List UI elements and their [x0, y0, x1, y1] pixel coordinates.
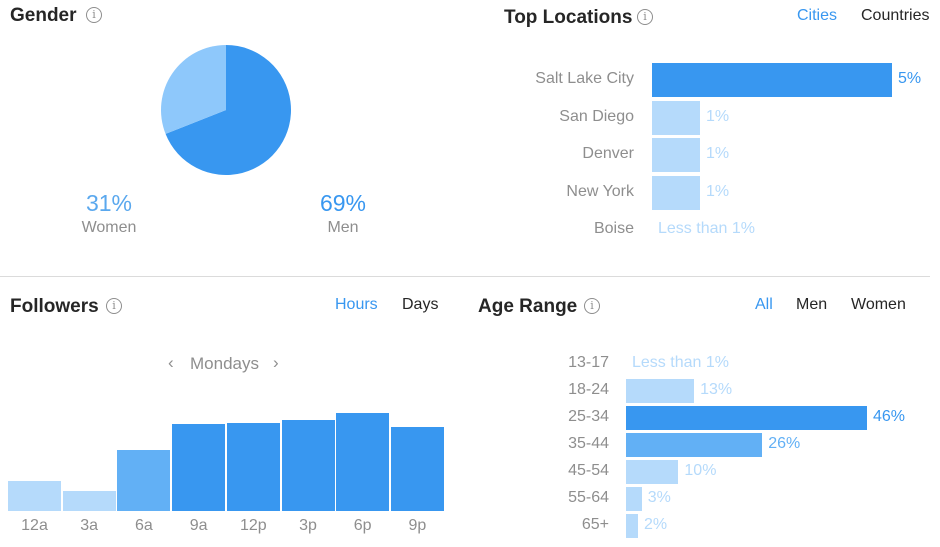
- tab-all[interactable]: All: [755, 296, 773, 313]
- bar: [62, 491, 116, 511]
- tab-women[interactable]: Women: [851, 296, 906, 313]
- bar: [336, 413, 390, 511]
- info-icon[interactable]: i: [637, 9, 653, 25]
- value-label: 3%: [647, 489, 671, 506]
- section-divider: [0, 276, 930, 277]
- bar: [626, 406, 867, 430]
- info-icon[interactable]: i: [86, 7, 102, 23]
- bar: [8, 481, 61, 511]
- category-label: San Diego: [559, 107, 634, 125]
- chevron-right-icon[interactable]: ›: [273, 353, 279, 372]
- chevron-left-icon[interactable]: ‹: [168, 353, 174, 372]
- bar: [117, 450, 171, 511]
- bar: [626, 487, 642, 511]
- bar: [226, 422, 280, 511]
- category-label: Denver: [582, 145, 634, 162]
- tab-men[interactable]: Men: [796, 296, 828, 313]
- followers-title: Followers: [10, 296, 99, 317]
- category-label: Salt Lake City: [535, 70, 634, 87]
- pie-slice-men: [165, 45, 291, 175]
- category-label: New York: [566, 182, 634, 200]
- info-icon[interactable]: i: [106, 298, 122, 314]
- x-tick-label: 12p: [239, 517, 267, 534]
- category-label: 18-24: [568, 381, 609, 398]
- men-label: Men: [327, 219, 359, 236]
- value-label: 2%: [644, 516, 668, 533]
- men-percentage: 69%: [319, 190, 367, 216]
- value-label: 1%: [706, 107, 730, 125]
- category-label: 45-54: [568, 462, 609, 479]
- value-label: 46%: [873, 408, 906, 425]
- x-tick-label: 12a: [21, 517, 48, 534]
- x-tick-label: 6a: [134, 517, 153, 534]
- women-label: Women: [81, 219, 137, 236]
- bar: [652, 63, 892, 97]
- gender-pie-chart: [161, 45, 291, 175]
- x-tick-label: 9p: [408, 517, 427, 534]
- category-label: 25-34: [568, 408, 609, 425]
- x-tick-label: 3p: [299, 517, 317, 534]
- tab-cities[interactable]: Cities: [797, 7, 838, 24]
- pie-slice-women: [161, 45, 226, 134]
- bar: [652, 175, 700, 210]
- women-percentage: 31%: [85, 190, 133, 216]
- bar: [172, 424, 226, 511]
- bar: [626, 514, 638, 538]
- value-label: 5%: [898, 70, 922, 87]
- value-label: 26%: [768, 435, 801, 452]
- bar: [652, 138, 700, 172]
- value-label: Less than 1%: [632, 354, 729, 371]
- bar: [626, 460, 679, 484]
- value-label: 10%: [684, 462, 717, 479]
- x-tick-label: 3a: [80, 517, 99, 534]
- bar: [281, 420, 335, 511]
- x-tick-label: 9a: [189, 517, 208, 534]
- gender-title: Gender: [10, 5, 77, 26]
- bar: [626, 379, 695, 403]
- bar: [390, 426, 444, 511]
- bar: [652, 100, 700, 135]
- day-selector-label: Mondays: [190, 354, 259, 373]
- value-label: 1%: [706, 145, 730, 162]
- category-label: 65+: [581, 516, 609, 533]
- category-label: 13-17: [568, 354, 609, 371]
- category-label: 55-64: [568, 489, 609, 506]
- category-label: 35-44: [568, 435, 609, 452]
- tab-days[interactable]: Days: [402, 296, 439, 313]
- tab-countries[interactable]: Countries: [861, 7, 930, 24]
- tab-hours[interactable]: Hours: [335, 296, 378, 313]
- info-icon[interactable]: i: [584, 298, 600, 314]
- value-label: 13%: [700, 381, 733, 398]
- top-locations-title: Top Locations: [504, 7, 633, 28]
- bar: [626, 433, 763, 457]
- value-label: Less than 1%: [658, 220, 755, 237]
- x-tick-label: 6p: [353, 517, 372, 534]
- value-label: 1%: [706, 182, 730, 200]
- age-range-title: Age Range: [478, 296, 578, 317]
- category-label: Boise: [593, 220, 634, 237]
